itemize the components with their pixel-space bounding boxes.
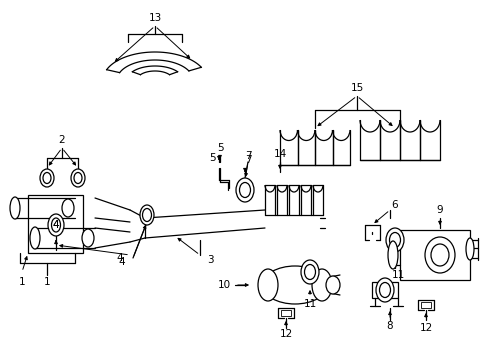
Text: 1: 1 (19, 277, 25, 287)
Ellipse shape (387, 241, 397, 269)
Ellipse shape (375, 278, 393, 302)
Text: 6: 6 (391, 200, 398, 210)
Ellipse shape (71, 169, 85, 187)
Text: 14: 14 (273, 149, 286, 159)
Text: 11: 11 (390, 270, 404, 280)
Bar (399, 230, 469, 280)
Ellipse shape (430, 244, 448, 266)
Text: 3: 3 (206, 255, 213, 265)
Text: 12: 12 (279, 329, 292, 339)
Ellipse shape (424, 237, 454, 273)
Bar (281, 310, 290, 316)
Bar (371, 282, 397, 298)
Ellipse shape (258, 269, 278, 301)
Ellipse shape (43, 172, 51, 184)
Ellipse shape (311, 269, 331, 301)
Ellipse shape (48, 214, 64, 236)
Text: 7: 7 (244, 155, 251, 165)
Text: 15: 15 (350, 83, 363, 93)
Text: 11: 11 (303, 299, 316, 309)
Text: 12: 12 (419, 323, 432, 333)
Text: 7: 7 (244, 151, 251, 161)
Text: 4: 4 (119, 257, 125, 267)
Ellipse shape (301, 260, 318, 284)
Ellipse shape (51, 218, 61, 232)
Text: 4: 4 (53, 220, 59, 230)
Ellipse shape (74, 172, 82, 184)
Text: 4: 4 (117, 253, 123, 263)
Ellipse shape (30, 227, 40, 249)
Ellipse shape (325, 276, 339, 294)
Ellipse shape (10, 197, 20, 219)
Bar (28, 195, 83, 253)
Ellipse shape (389, 233, 400, 248)
Ellipse shape (142, 208, 151, 221)
Text: 1: 1 (43, 277, 50, 287)
Ellipse shape (385, 228, 403, 252)
Ellipse shape (236, 178, 253, 202)
Text: 5: 5 (216, 143, 223, 153)
Bar (420, 302, 430, 308)
Text: 8: 8 (386, 321, 392, 331)
Text: 9: 9 (436, 205, 443, 215)
Ellipse shape (304, 265, 315, 279)
Text: 4: 4 (53, 220, 59, 230)
Text: 10: 10 (217, 280, 230, 290)
Ellipse shape (82, 229, 94, 247)
Ellipse shape (379, 283, 390, 297)
Text: 2: 2 (59, 135, 65, 145)
Ellipse shape (239, 183, 250, 198)
Ellipse shape (62, 199, 74, 217)
Text: 13: 13 (148, 13, 162, 23)
Ellipse shape (140, 205, 154, 225)
Ellipse shape (262, 266, 327, 304)
Ellipse shape (40, 169, 54, 187)
Ellipse shape (465, 238, 473, 260)
Text: 5: 5 (209, 153, 216, 163)
